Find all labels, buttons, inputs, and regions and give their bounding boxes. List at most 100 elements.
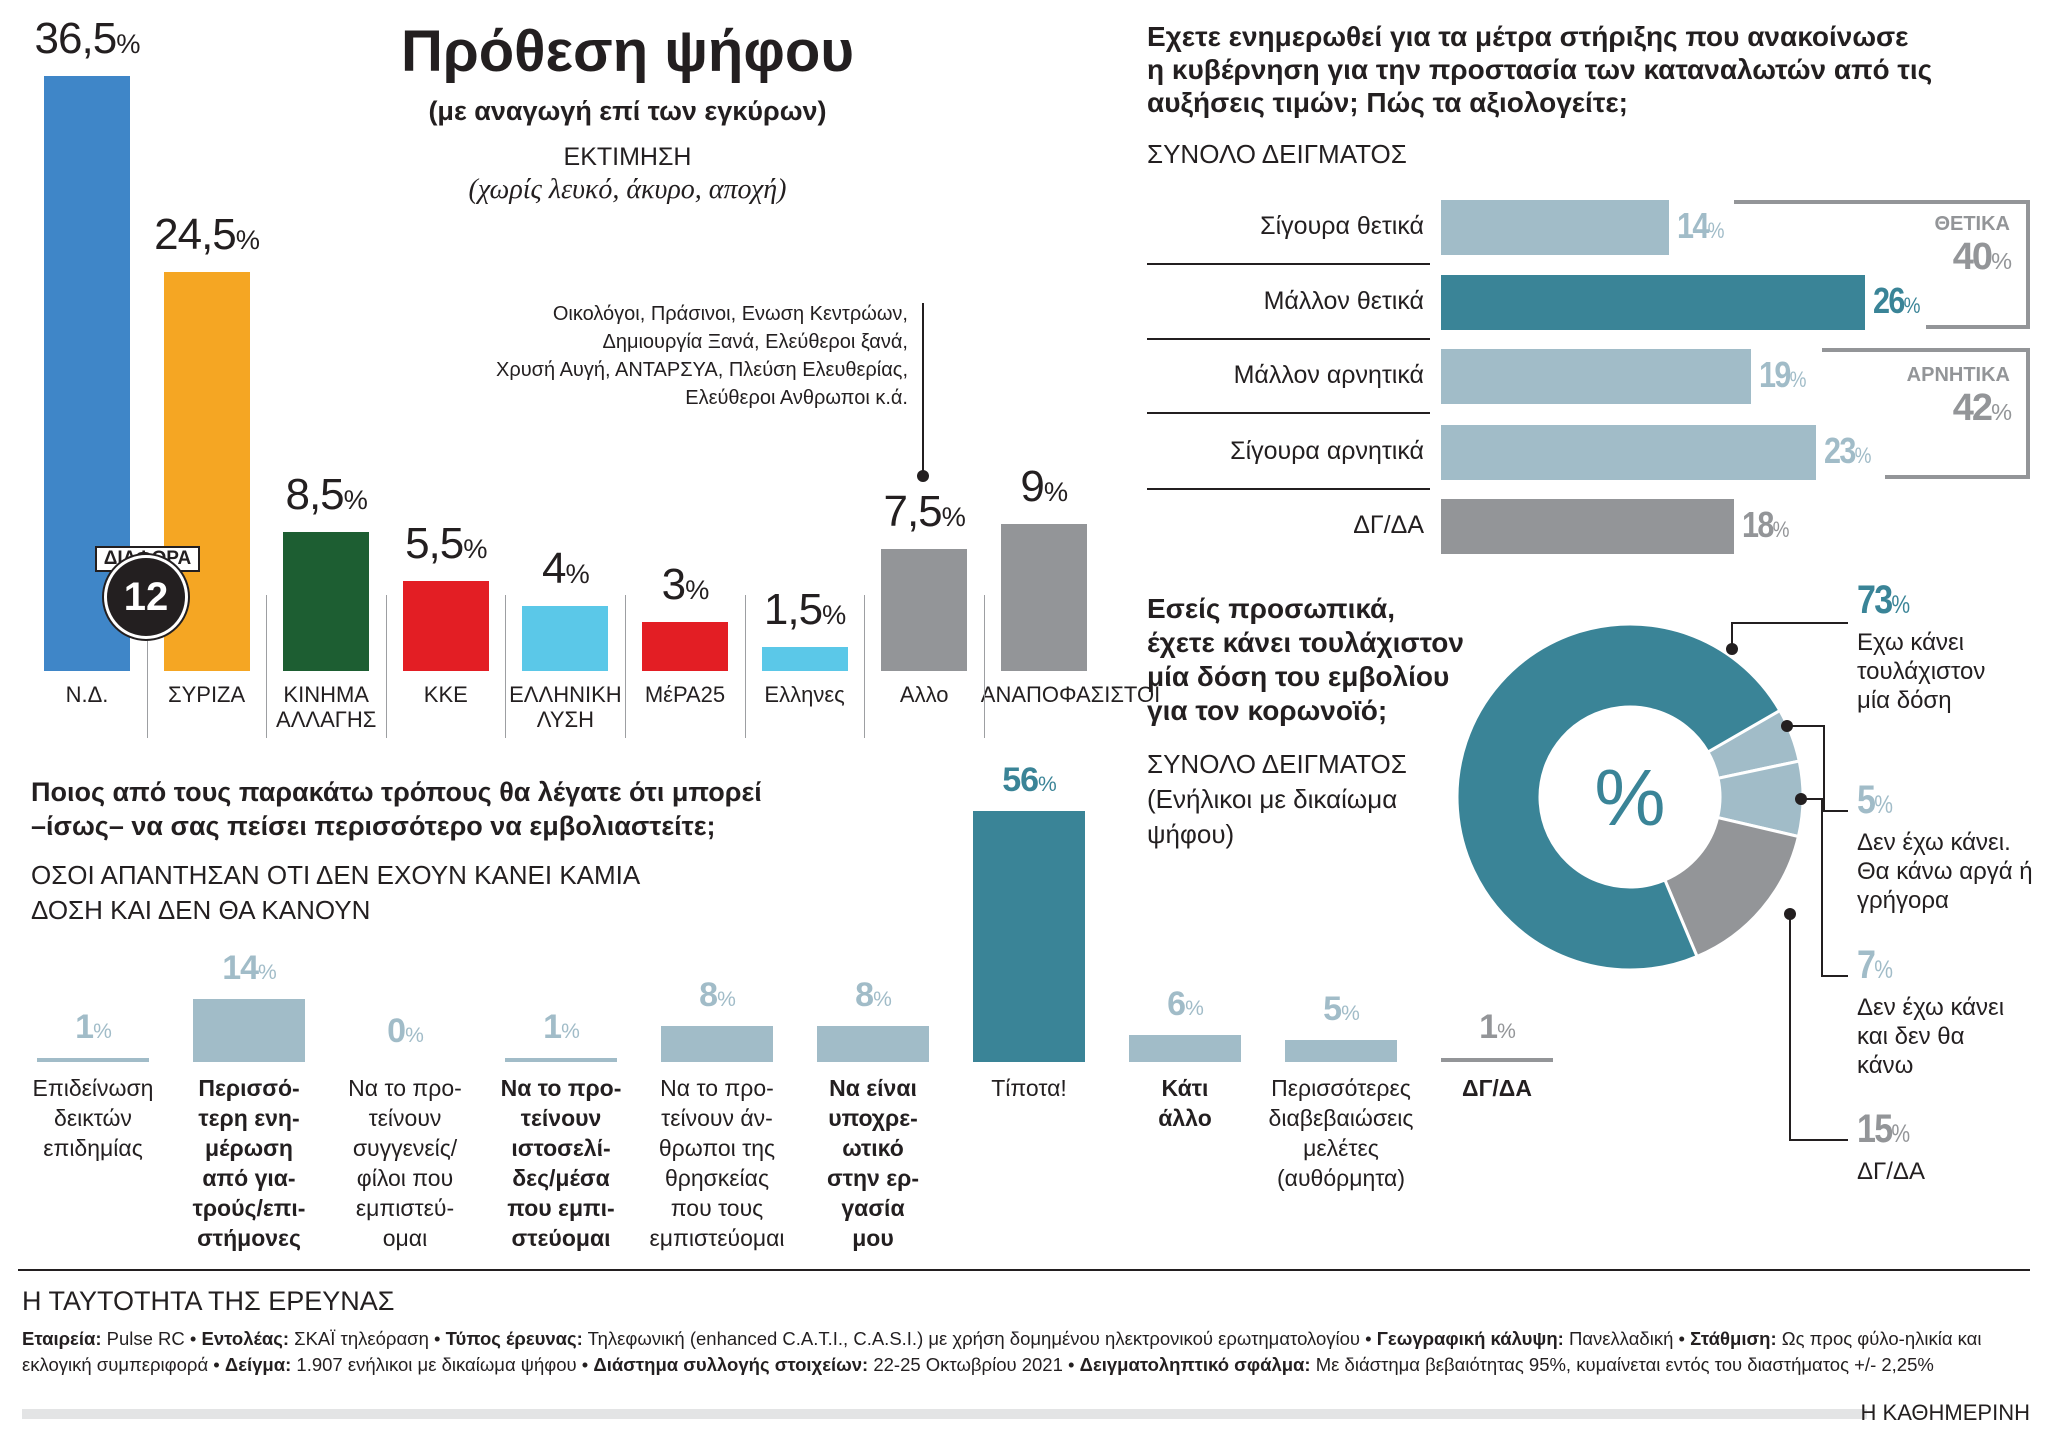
persuade-value-label: 1% <box>486 1008 636 1047</box>
value-number: 0 <box>387 1012 406 1050</box>
bullet-separator: • <box>428 1328 446 1349</box>
value-number: 5,5 <box>405 519 464 569</box>
value-number: 23 <box>1823 430 1856 471</box>
subtitle-line: ΣΥΝΟΛΟ ΔΕΙΓΜΑΤΟΣ <box>1147 749 1407 779</box>
vote-value-label: 7,5% <box>851 487 997 537</box>
value-number: 8 <box>699 976 718 1015</box>
persuade-category-label: Τίποτα! <box>954 1073 1104 1103</box>
donut-center-symbol: % <box>1594 753 1666 842</box>
donut-value-label: 15% <box>1857 1107 1910 1152</box>
label-line: διαβεβαιώσεις <box>1268 1105 1414 1131</box>
label-line: στην ερ- <box>826 1165 920 1191</box>
measures-subtitle: ΣΥΝΟΛΟ ΔΕΙΓΜΑΤΟΣ <box>1147 139 1407 169</box>
value-number: 24,5 <box>154 209 237 259</box>
column-divider <box>266 595 268 738</box>
detail-key: Τύπος έρευνας: <box>445 1328 583 1349</box>
vote-category-label: Ελληνες <box>764 682 845 707</box>
percent-sign: % <box>1341 1001 1360 1025</box>
footer-title: Η ΤΑΥΤΟΤΗΤΑ ΤΗΣ ΕΡΕΥΝΑΣ <box>22 1286 395 1316</box>
leader-dot <box>1795 793 1807 805</box>
donut-value-label: 5% <box>1857 778 1893 823</box>
label-line: Επιδείνωση <box>32 1075 154 1101</box>
donut-category-label: Δεν έχω κάνει και δεν θα κάνω <box>1857 994 2005 1079</box>
percent-sign: % <box>941 500 966 532</box>
persuade-bar <box>1129 1035 1241 1062</box>
persuade-value-label: 5% <box>1266 990 1416 1029</box>
title-line: –ίσως– να σας πείσει περισσότερο να εμβο… <box>31 811 716 841</box>
label-line: Περισσό- <box>198 1075 300 1101</box>
persuade-bar <box>817 1026 929 1062</box>
vote-title: Πρόθεση ψήφου <box>400 19 855 84</box>
donut-category-label: Δεν έχω κάνει. Θα κάνω αργά ή γρήγορα <box>1857 829 2033 914</box>
estimate-label: ΕΚΤΙΜΗΣΗ <box>563 143 692 171</box>
label-line: συγγενείς/ <box>352 1135 458 1161</box>
donut-value-label: 7% <box>1857 943 1893 988</box>
title-line: μία δόση του εμβολίου <box>1147 661 1450 692</box>
title-line: για τον κορωνοϊό; <box>1147 695 1388 726</box>
label-line: τείνουν άν- <box>661 1105 773 1131</box>
persuade-category-label: Περισσότερες διαβεβαιώσεις μελέτες (αυθόρμη… <box>1266 1073 1416 1193</box>
note-leader-line <box>922 303 924 475</box>
persuade-category-label: Επιδείνωση δεικτών επιδημίας <box>18 1073 168 1163</box>
persuade-subtitle: ΟΣΟΙ ΑΠΑΝΤΗΣΑΝ ΟΤΙ ΔΕΝ ΕΧΟΥΝ ΚΑΝΕΙ ΚΑΜΙΑ… <box>31 858 640 928</box>
label-line: δεικτών <box>54 1105 132 1131</box>
note-line: Δημιουργία Ξανά, Ελεύθεροι ξανά, <box>602 331 908 353</box>
persuade-title: Ποιος από τους παρακάτω τρόπους θα λέγατ… <box>31 775 762 843</box>
percent-sign: % <box>1891 1121 1910 1148</box>
vote-value-label: 8,5% <box>253 470 399 520</box>
label-line: άλλο <box>1158 1105 1212 1131</box>
percent-sign: % <box>235 223 260 255</box>
title-line: έχετε κάνει τουλάχιστον <box>1147 627 1464 658</box>
leader-dot <box>1726 643 1738 655</box>
detail-value: Με διάστημα βεβαιότητας 95%, κυμαίνεται … <box>1315 1354 1934 1375</box>
detail-key: Εταιρεία: <box>22 1328 102 1349</box>
label-line: που τους <box>670 1195 764 1221</box>
footer-bar <box>22 1409 1867 1419</box>
column-divider <box>385 595 387 738</box>
value-number: 36,5 <box>34 14 118 64</box>
measure-bar <box>1441 274 1865 330</box>
percent-sign: % <box>717 988 736 1012</box>
value-number: 15 <box>1857 1107 1893 1151</box>
subtitle-line: ΟΣΟΙ ΑΠΑΝΤΗΣΑΝ ΟΤΙ ΔΕΝ ΕΧΟΥΝ ΚΑΝΕΙ ΚΑΜΙΑ <box>31 860 641 890</box>
vote-value-label: 4% <box>492 544 638 594</box>
leader-line <box>1787 725 1848 812</box>
label-line: υποχρε- <box>828 1105 918 1131</box>
vote-value-label: 3% <box>612 560 758 610</box>
persuade-category-label: Κάτι άλλο <box>1110 1073 1260 1133</box>
column-divider <box>983 595 985 738</box>
percent-sign: % <box>565 557 590 589</box>
positive-bracket-side <box>2026 200 2030 329</box>
title-line: Εσείς προσωπικά, <box>1147 593 1396 624</box>
percent-sign: % <box>116 28 140 60</box>
value-number: 4 <box>542 543 567 593</box>
value-number: 5 <box>1323 989 1342 1028</box>
value-number: 3 <box>661 560 687 610</box>
value-number: 14 <box>222 949 259 988</box>
percent-sign: % <box>1773 517 1790 542</box>
measure-category-label: Σίγουρα θετικά <box>1260 212 1424 240</box>
persuade-bar <box>37 1057 149 1062</box>
leader-dot <box>1781 720 1793 732</box>
vote-value-label: 5,5% <box>373 519 519 569</box>
percent-sign: % <box>93 1019 112 1043</box>
vote-category-label: Ν.Δ. <box>65 682 109 707</box>
detail-value: ΣΚΑΪ τηλεόραση <box>294 1328 429 1349</box>
detail-value: 22-25 Οκτωβρίου 2021 <box>873 1354 1063 1375</box>
column-divider <box>146 595 148 738</box>
detail-key: Στάθμιση: <box>1690 1328 1777 1349</box>
positive-total: 40% <box>1952 236 2012 278</box>
vote-bar <box>642 622 728 671</box>
persuade-category-label: Να το προ-τείνουν συγγενείς/φίλοι που εμπι… <box>330 1073 480 1253</box>
title-line: η κυβέρνηση για την προστασία των κατανα… <box>1147 54 1933 85</box>
measure-bar <box>1441 199 1670 255</box>
label-line: στήμονες <box>197 1225 301 1251</box>
negative-total-value: 42 <box>1952 387 1993 429</box>
label-line: τερη ενη- <box>198 1105 300 1131</box>
measure-value-label: 18% <box>1742 504 1790 546</box>
title-line: αυξήσεις τιμών; Πώς τα αξιολογείτε; <box>1147 87 1628 118</box>
label-line: δες/μέσα <box>512 1165 610 1191</box>
percent-sign: % <box>258 961 277 985</box>
title-line: Εχετε ενημερωθεί για τα μέτρα στήριξης π… <box>1147 21 1909 52</box>
